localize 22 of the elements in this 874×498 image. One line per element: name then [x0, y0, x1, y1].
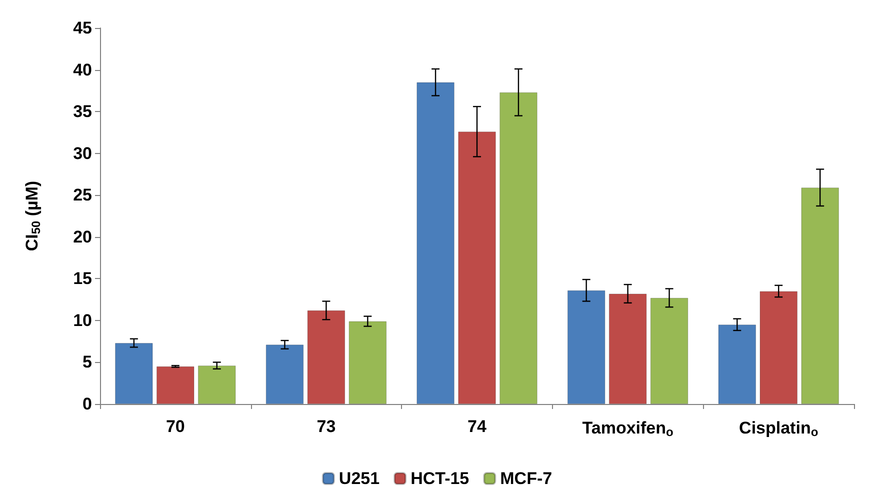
y-tick-label: 15 [73, 269, 92, 288]
x-tick-label: 70 [166, 417, 185, 436]
bar [266, 344, 304, 404]
y-tick-label: 5 [82, 352, 92, 372]
y-tick-label: 40 [73, 60, 92, 80]
legend-label: HCT-15 [410, 469, 470, 488]
y-tick-label: 45 [73, 18, 92, 38]
y-tick-label: 0 [82, 394, 92, 414]
bar [348, 321, 387, 404]
legend-label: MCF-7 [500, 469, 552, 488]
bar [156, 366, 194, 404]
legend-label: U251 [338, 469, 380, 488]
y-tick-label: 30 [73, 144, 92, 163]
y-tick-label: 20 [73, 227, 92, 246]
y-tick-label: 10 [73, 310, 92, 330]
y-tick-label: 35 [73, 102, 92, 122]
bar [115, 343, 153, 404]
bar [198, 366, 236, 404]
x-tick-label: 74 [468, 417, 487, 436]
x-tick-label: 73 [316, 417, 336, 436]
y-tick-label: 25 [73, 186, 92, 205]
y-axis-title: CI50 (µM) [22, 180, 43, 252]
